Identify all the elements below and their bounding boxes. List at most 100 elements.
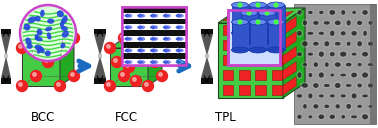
- Ellipse shape: [324, 61, 330, 68]
- Ellipse shape: [367, 41, 374, 47]
- Polygon shape: [223, 15, 239, 21]
- Bar: [122, 7, 186, 13]
- Bar: [223, 40, 234, 50]
- Circle shape: [256, 3, 260, 8]
- Ellipse shape: [346, 104, 351, 109]
- Ellipse shape: [317, 31, 325, 36]
- Circle shape: [107, 83, 110, 86]
- Circle shape: [265, 10, 270, 15]
- Bar: [272, 85, 282, 95]
- Ellipse shape: [323, 40, 331, 48]
- Ellipse shape: [362, 29, 368, 37]
- Ellipse shape: [339, 94, 347, 98]
- Ellipse shape: [231, 47, 248, 53]
- Bar: [231, 22, 248, 50]
- Ellipse shape: [335, 21, 341, 25]
- Ellipse shape: [324, 105, 329, 108]
- Ellipse shape: [163, 14, 171, 18]
- Ellipse shape: [249, 19, 266, 25]
- Ellipse shape: [328, 93, 336, 98]
- Ellipse shape: [333, 19, 342, 26]
- Ellipse shape: [176, 49, 184, 52]
- Polygon shape: [201, 34, 213, 56]
- Ellipse shape: [362, 72, 368, 78]
- Polygon shape: [272, 15, 288, 21]
- Circle shape: [71, 35, 74, 38]
- Ellipse shape: [296, 9, 303, 16]
- Bar: [256, 25, 266, 35]
- Circle shape: [68, 33, 79, 44]
- Circle shape: [124, 61, 135, 72]
- Ellipse shape: [297, 72, 301, 78]
- Ellipse shape: [313, 83, 319, 88]
- Ellipse shape: [340, 9, 346, 16]
- Ellipse shape: [312, 20, 320, 26]
- Ellipse shape: [322, 20, 332, 26]
- Ellipse shape: [124, 25, 132, 29]
- Polygon shape: [22, 38, 74, 48]
- Ellipse shape: [47, 32, 51, 40]
- Circle shape: [237, 3, 243, 8]
- Polygon shape: [245, 11, 261, 17]
- Polygon shape: [261, 11, 277, 17]
- Circle shape: [71, 73, 74, 76]
- Ellipse shape: [308, 53, 313, 56]
- Ellipse shape: [124, 14, 132, 18]
- Ellipse shape: [317, 113, 326, 120]
- Circle shape: [145, 45, 148, 48]
- Ellipse shape: [369, 21, 372, 25]
- Ellipse shape: [231, 19, 248, 25]
- Polygon shape: [283, 8, 305, 98]
- Bar: [223, 85, 234, 95]
- Ellipse shape: [302, 83, 308, 88]
- Ellipse shape: [319, 32, 324, 35]
- Ellipse shape: [334, 103, 341, 110]
- Circle shape: [121, 35, 124, 38]
- Circle shape: [114, 59, 117, 62]
- Ellipse shape: [39, 46, 45, 53]
- Ellipse shape: [318, 94, 325, 98]
- Ellipse shape: [302, 103, 308, 110]
- Polygon shape: [1, 56, 11, 78]
- Ellipse shape: [323, 104, 331, 109]
- Bar: [294, 4, 376, 124]
- Bar: [122, 36, 186, 42]
- Ellipse shape: [37, 29, 42, 36]
- Ellipse shape: [333, 41, 342, 47]
- Bar: [1, 29, 11, 34]
- Ellipse shape: [306, 52, 314, 57]
- Circle shape: [156, 33, 167, 44]
- Bar: [240, 13, 257, 41]
- Bar: [228, 10, 280, 65]
- Circle shape: [130, 38, 141, 49]
- Bar: [256, 40, 266, 50]
- Ellipse shape: [137, 60, 145, 64]
- Ellipse shape: [346, 84, 352, 87]
- Ellipse shape: [357, 21, 362, 25]
- Ellipse shape: [330, 52, 335, 56]
- Ellipse shape: [28, 16, 36, 23]
- Ellipse shape: [300, 82, 310, 89]
- Ellipse shape: [322, 83, 332, 88]
- Circle shape: [20, 5, 76, 61]
- Bar: [223, 55, 234, 65]
- Polygon shape: [60, 38, 74, 86]
- Ellipse shape: [361, 9, 369, 16]
- Circle shape: [133, 78, 136, 81]
- Ellipse shape: [352, 93, 356, 99]
- Ellipse shape: [45, 26, 52, 31]
- Circle shape: [118, 71, 130, 82]
- Ellipse shape: [231, 30, 248, 36]
- Ellipse shape: [350, 52, 358, 56]
- Ellipse shape: [352, 31, 357, 36]
- Ellipse shape: [4, 53, 8, 59]
- Ellipse shape: [319, 11, 324, 14]
- Bar: [239, 85, 250, 95]
- Bar: [122, 30, 186, 36]
- Bar: [249, 5, 266, 33]
- Ellipse shape: [360, 50, 370, 58]
- Bar: [272, 70, 282, 80]
- Ellipse shape: [45, 50, 51, 56]
- Ellipse shape: [356, 40, 363, 48]
- Ellipse shape: [313, 42, 319, 46]
